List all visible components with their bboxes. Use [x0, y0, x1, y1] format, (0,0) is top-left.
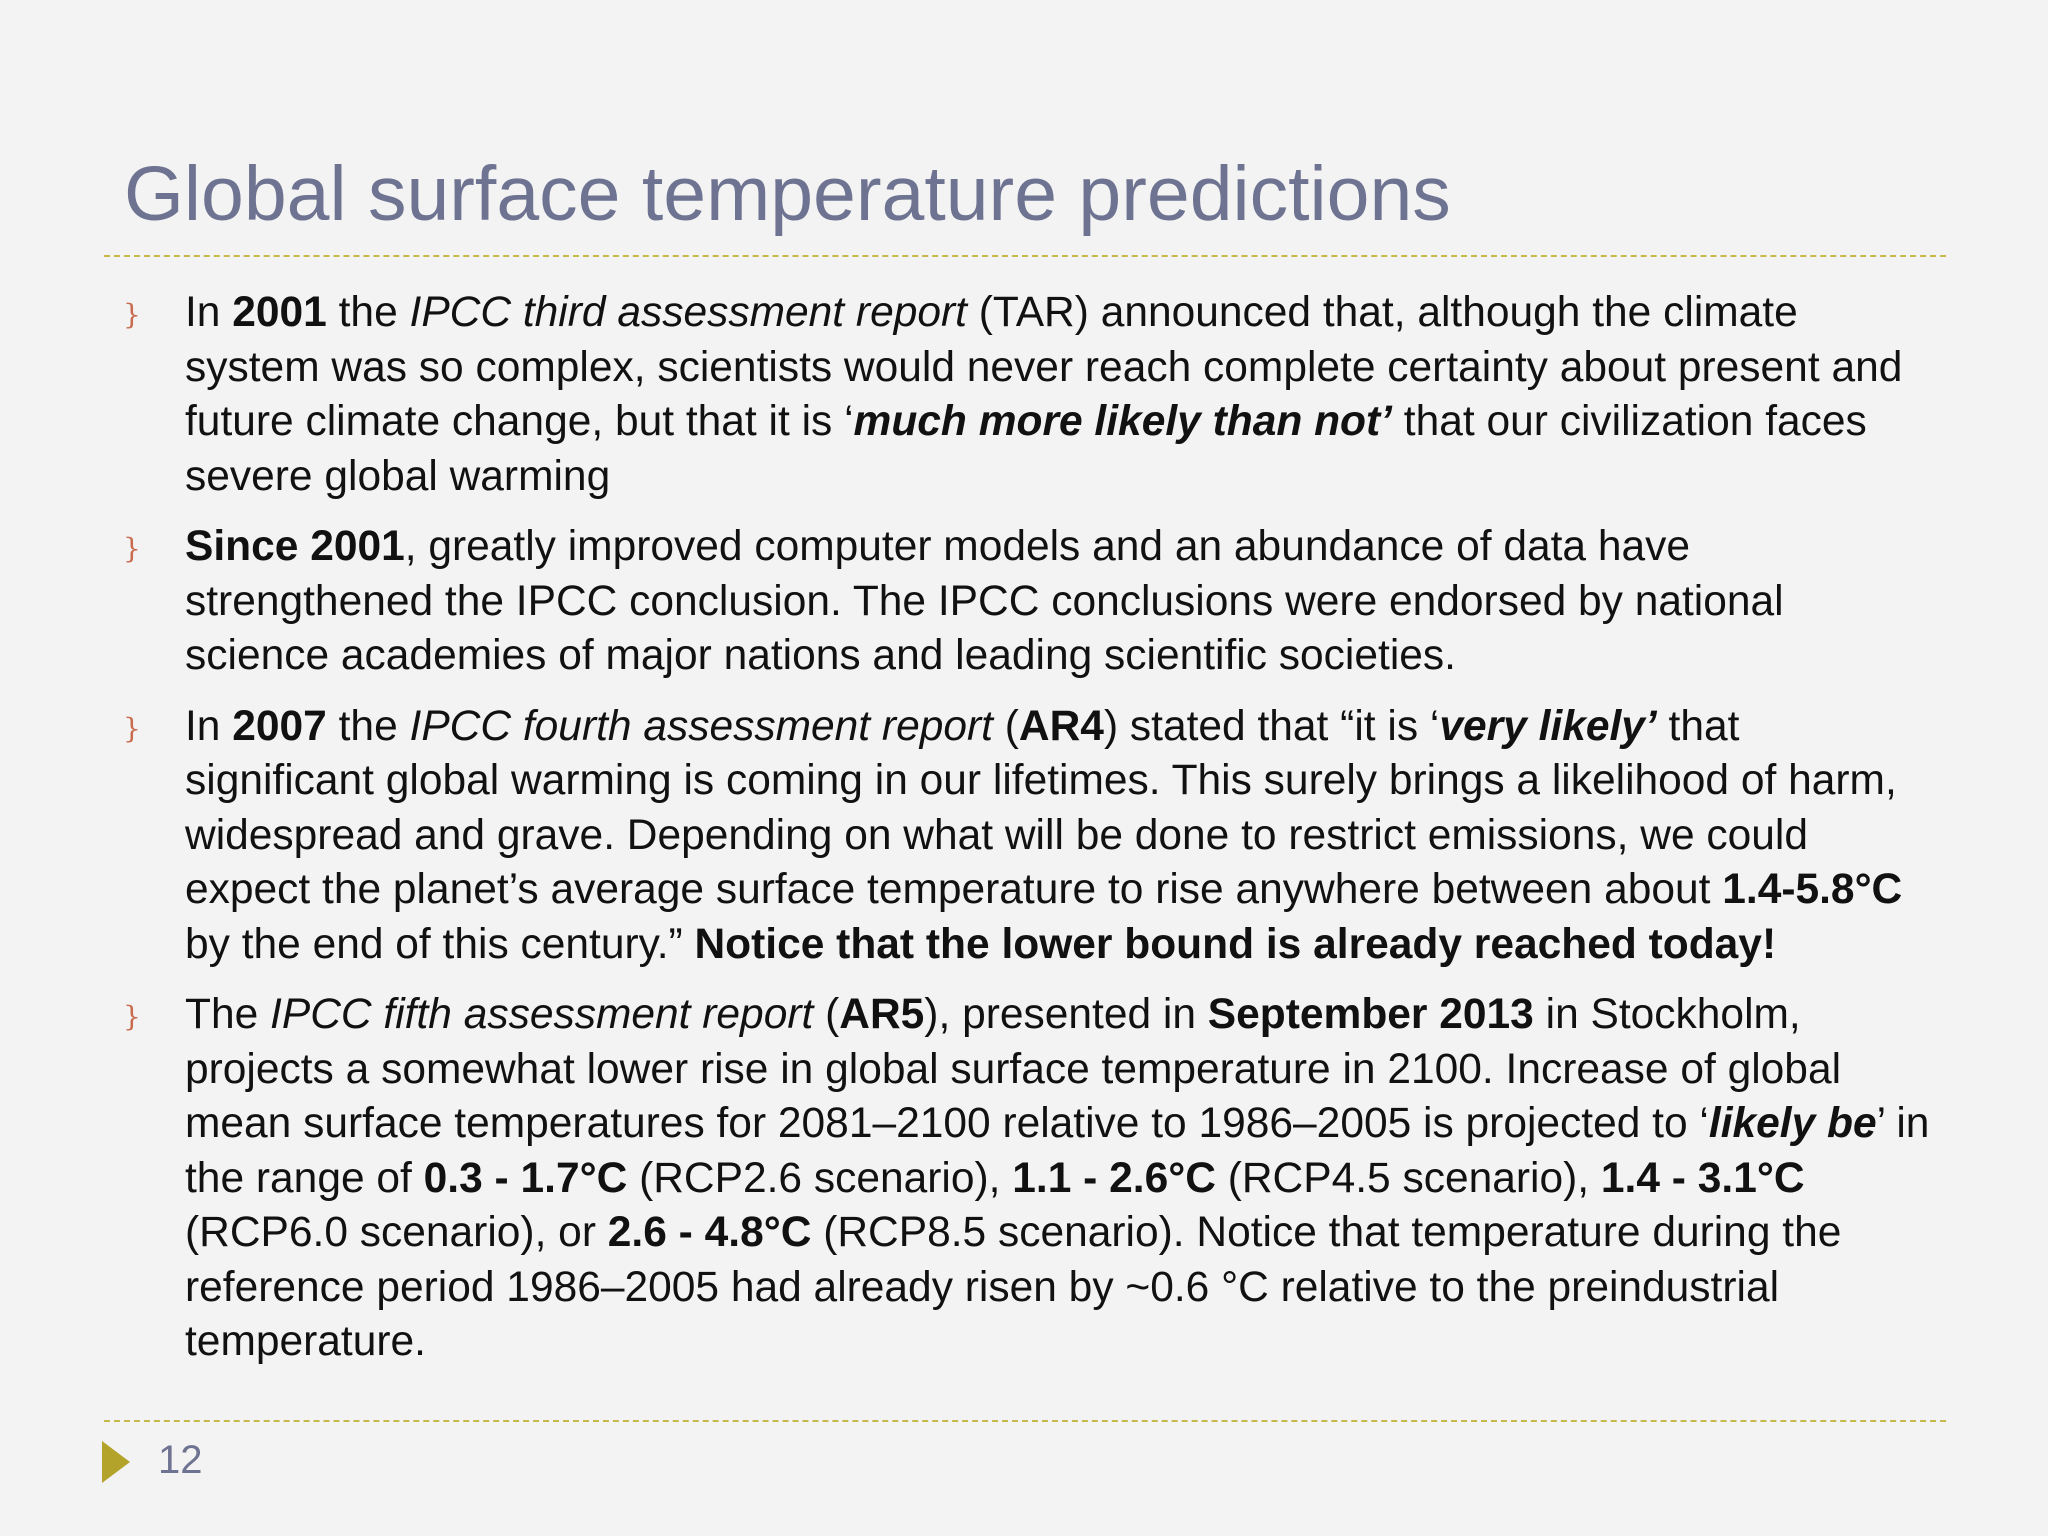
bullet-item-since-2001: } Since 2001, greatly improved computer …: [105, 520, 1935, 684]
bullet-text: In 2001 the IPCC third assessment report…: [185, 289, 1903, 500]
page-number: 12: [158, 1438, 203, 1482]
title-divider: [104, 255, 1946, 257]
bullet-item-tar: } In 2001 the IPCC third assessment repo…: [105, 286, 1935, 504]
slide-title: Global surface temperature predictions: [124, 151, 1451, 237]
bullet-text: Since 2001, greatly improved computer mo…: [185, 523, 1784, 679]
footer-divider: [104, 1420, 1946, 1422]
bullet-icon: }: [123, 711, 141, 745]
bullet-icon: }: [123, 1000, 141, 1033]
bullet-icon: }: [123, 298, 141, 331]
triangle-arrow-icon: [102, 1441, 130, 1483]
slide-body: } In 2001 the IPCC third assessment repo…: [105, 286, 1935, 1386]
bullet-text: The IPCC fifth assessment report (AR5), …: [185, 991, 1930, 1365]
bullet-text: In 2007 the IPCC fourth assessment repor…: [185, 702, 1903, 968]
bullet-icon: }: [123, 532, 141, 565]
bullet-item-ar5: } The IPCC fifth assessment report (AR5)…: [105, 988, 1935, 1370]
bullet-item-ar4: } In 2007 the IPCC fourth assessment rep…: [105, 700, 1935, 973]
